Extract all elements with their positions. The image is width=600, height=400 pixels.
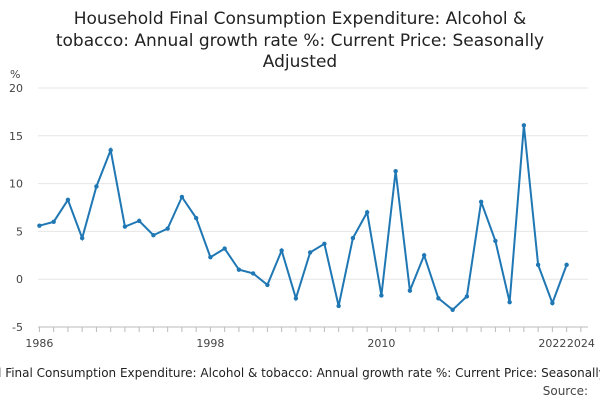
y-tick-label: 10 <box>9 178 23 191</box>
chart-title: Household Final Consumption Expenditure:… <box>56 9 544 72</box>
data-point <box>407 288 413 293</box>
data-point <box>193 215 199 221</box>
x-tick-label: 1986 <box>25 337 53 350</box>
data-point <box>364 210 370 215</box>
data-point <box>564 262 569 268</box>
y-tick-label: -5 <box>12 321 23 334</box>
series-line-0 <box>39 125 568 312</box>
y-tick-label: 20 <box>9 82 23 95</box>
data-point <box>51 219 56 225</box>
data-point <box>421 253 427 258</box>
y-tick-label: 0 <box>16 273 23 286</box>
source-label: Source: <box>543 384 588 398</box>
data-point <box>94 184 99 189</box>
data-point <box>65 197 71 203</box>
data-point <box>493 238 498 244</box>
data-point <box>379 293 384 298</box>
data-point <box>436 296 441 301</box>
data-point <box>393 168 398 174</box>
y-tick-label: 5 <box>16 225 23 238</box>
data-point <box>79 235 85 241</box>
y-tick-label: 15 <box>9 130 23 143</box>
data-point <box>478 199 484 204</box>
chart-title-line-1: Household Final Consumption Expenditure:… <box>74 9 527 29</box>
data-point <box>307 250 313 255</box>
data-point <box>279 248 284 253</box>
y-axis-ticks: -5 0 5 10 15 20 <box>9 82 23 334</box>
chart-title-line-3: Adjusted <box>263 52 337 72</box>
data-point <box>336 303 341 309</box>
data-point <box>464 294 470 299</box>
data-point <box>179 194 185 200</box>
data-point <box>535 262 541 268</box>
data-point <box>293 296 299 301</box>
x-tick-label: 2024 <box>567 337 595 350</box>
data-point <box>165 226 170 231</box>
data-point <box>236 267 242 272</box>
chart-title-line-2: tobacco: Annual growth rate %: Current P… <box>56 31 544 51</box>
data-point <box>108 147 113 153</box>
data-point <box>322 241 327 247</box>
x-axis: 1986 1998 2010 2022 2024 <box>25 326 595 350</box>
data-point <box>450 307 455 312</box>
data-point <box>37 223 42 228</box>
data-point <box>208 255 213 260</box>
data-point <box>222 246 227 251</box>
series-layer <box>37 123 569 312</box>
chart-footer-series-title: Household Final Consumption Expenditure:… <box>0 366 600 380</box>
data-point <box>151 233 156 238</box>
data-point <box>136 218 142 224</box>
data-point <box>250 271 256 276</box>
data-point <box>265 282 270 288</box>
data-point <box>507 299 512 305</box>
x-tick-label: 2010 <box>367 337 395 350</box>
data-point <box>550 300 555 306</box>
data-point <box>521 123 527 128</box>
x-tick-label: 2022 <box>538 337 566 350</box>
x-tick-label: 1998 <box>196 337 224 350</box>
y-axis-unit-label: % <box>10 68 20 81</box>
data-point <box>122 224 128 229</box>
data-point <box>350 235 356 241</box>
